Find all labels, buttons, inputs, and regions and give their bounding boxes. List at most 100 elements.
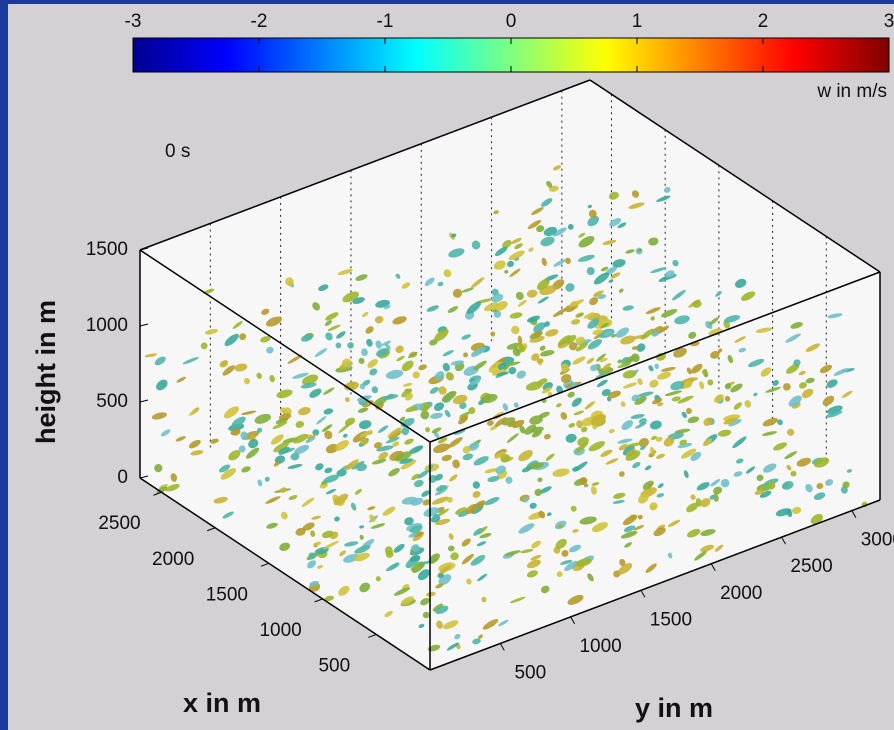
isosurface-blob (796, 457, 812, 467)
isosurface-blob (788, 395, 802, 407)
isosurface-blob (672, 289, 686, 301)
isosurface-blob (518, 344, 526, 353)
isosurface-blob (426, 305, 439, 312)
isosurface-blob (798, 370, 806, 376)
isosurface-blob (581, 426, 588, 433)
isosurface-blob (674, 315, 690, 325)
isosurface-blob (656, 195, 671, 202)
y-tick-label: 500 (514, 662, 546, 683)
isosurface-blob (753, 392, 758, 397)
isosurface-blob (786, 363, 800, 374)
isosurface-blob (256, 372, 262, 379)
isosurface-blob (765, 386, 781, 393)
isosurface-blob (325, 488, 337, 495)
isosurface-blob (371, 458, 387, 465)
y-tick-label: 3000 (861, 530, 894, 551)
isosurface-blob (359, 534, 364, 540)
isosurface-blob (473, 456, 489, 466)
isosurface-blob (517, 335, 523, 345)
isosurface-blob (493, 210, 499, 215)
isosurface-blob (754, 489, 765, 495)
isosurface-blob (565, 334, 577, 344)
isosurface-blob (190, 450, 204, 456)
isosurface-blob (686, 502, 699, 513)
isosurface-blob (733, 471, 743, 477)
isosurface-blob (370, 523, 386, 529)
isosurface-blob (575, 336, 585, 345)
isosurface-blob (254, 413, 272, 424)
isosurface-blob (151, 412, 167, 420)
isosurface-blob (218, 464, 231, 473)
isosurface-blob (520, 549, 534, 554)
isosurface-blob (408, 445, 424, 454)
isosurface-blob (503, 361, 521, 367)
x-tick (153, 491, 162, 496)
isosurface-blob (285, 277, 294, 286)
isosurface-blob (494, 246, 508, 257)
isosurface-blob (525, 381, 543, 391)
isosurface-blob (479, 532, 492, 539)
isosurface-blob (509, 312, 523, 319)
colorbar-tick-label: -1 (377, 11, 394, 32)
isosurface-blob (512, 348, 521, 357)
z-tick (139, 247, 149, 251)
isosurface-blob (241, 466, 251, 473)
isosurface-blob (694, 550, 707, 561)
isosurface-blob (418, 364, 427, 371)
isosurface-blob (543, 321, 550, 327)
isosurface-blob (526, 570, 538, 578)
isosurface-blob (637, 514, 643, 520)
isosurface-blob (401, 596, 414, 605)
isosurface-blob (526, 559, 541, 569)
isosurface-blob (360, 438, 369, 445)
isosurface-blob (724, 383, 732, 390)
isosurface-blob (745, 466, 756, 474)
isosurface-blob (336, 469, 347, 477)
isosurface-blob (825, 410, 843, 418)
isosurface-blob (577, 254, 595, 262)
isosurface-blob (204, 328, 218, 335)
isosurface-blob (234, 363, 248, 372)
isosurface-blob (680, 448, 697, 459)
isosurface-blob (454, 633, 461, 640)
isosurface-blob (594, 372, 606, 380)
isosurface-blob (270, 434, 284, 445)
isosurface-blob (508, 250, 525, 261)
isosurface-blob (385, 343, 391, 350)
isosurface-blob (344, 541, 359, 547)
isosurface-blob (494, 417, 508, 427)
isosurface-blob (511, 325, 520, 335)
isosurface-blob (756, 474, 764, 482)
isosurface-blob (553, 307, 567, 318)
isosurface-blob (437, 437, 448, 444)
isosurface-blob (447, 545, 455, 552)
isosurface-blob (327, 324, 341, 331)
isosurface-blob (321, 424, 333, 432)
isosurface-blob (325, 443, 339, 454)
isosurface-blob (805, 483, 813, 493)
isosurface-blob (409, 555, 421, 562)
isosurface-blob (425, 427, 431, 433)
isosurface-blob (810, 513, 823, 525)
isosurface-blob (577, 436, 589, 447)
isosurface-blob (622, 305, 634, 311)
isosurface-blob (496, 371, 509, 376)
isosurface-blob (536, 225, 545, 233)
isosurface-blob (461, 287, 474, 293)
isosurface-blob (683, 380, 693, 389)
isosurface-blob (344, 397, 350, 403)
isosurface-blob (587, 215, 600, 227)
isosurface-blob (264, 476, 270, 482)
isosurface-blob (649, 502, 658, 511)
isosurface-blob (278, 413, 292, 421)
isosurface-blob (587, 204, 592, 209)
isosurface-blob (537, 477, 543, 483)
isosurface-blob (687, 416, 700, 424)
isosurface-blob (622, 445, 635, 456)
y-tick (499, 643, 505, 651)
isosurface-blob (359, 383, 366, 390)
isosurface-blob (477, 573, 488, 582)
isosurface-blob (472, 481, 480, 489)
isosurface-blob (617, 563, 633, 575)
isosurface-blob (307, 560, 316, 569)
